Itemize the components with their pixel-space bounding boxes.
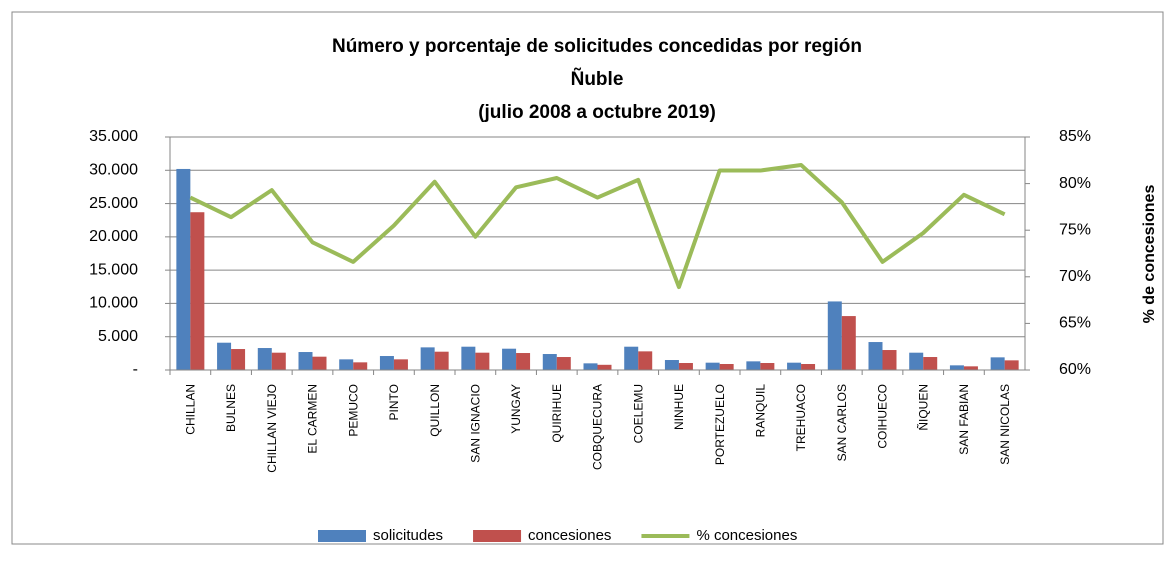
bar xyxy=(502,348,517,370)
x-tick-label: YUNGAY xyxy=(509,384,523,434)
x-tick-label: BULNES xyxy=(224,384,238,432)
bar xyxy=(420,347,435,370)
bar xyxy=(678,363,693,370)
y-tick-label: 25.000 xyxy=(89,195,138,212)
x-tick-label: NINHUE xyxy=(672,384,686,430)
bar xyxy=(801,364,816,370)
x-tick-label: SAN FABIAN xyxy=(957,384,971,455)
bar xyxy=(868,342,883,370)
bar xyxy=(638,351,653,370)
bar xyxy=(909,352,924,370)
bar xyxy=(516,353,531,370)
x-tick-label: SAN CARLOS xyxy=(835,384,849,461)
bar xyxy=(176,168,191,370)
bar xyxy=(217,342,232,370)
chart-title: Número y porcentaje de solicitudes conce… xyxy=(332,36,862,57)
x-tick-label: EL CARMEN xyxy=(306,384,320,454)
y2-tick-label: 85% xyxy=(1059,128,1091,145)
bar xyxy=(353,362,368,370)
x-tick-label: SAN NICOLAS xyxy=(998,384,1012,465)
bar xyxy=(787,362,802,370)
y-tick-label: 5.000 xyxy=(98,328,138,345)
y2-tick-label: 65% xyxy=(1059,315,1091,332)
x-tick-label: CHILLAN VIEJO xyxy=(265,384,279,473)
bar xyxy=(841,316,856,370)
bar xyxy=(257,348,272,370)
bar xyxy=(760,363,775,370)
bar xyxy=(1004,360,1019,370)
bar xyxy=(461,346,476,370)
bar xyxy=(597,364,612,370)
bar xyxy=(624,346,639,370)
chart-subtitle: Ñuble xyxy=(571,68,624,90)
bar xyxy=(312,356,327,370)
legend-label: % concesiones xyxy=(696,527,797,544)
bar xyxy=(949,365,964,370)
y2-tick-label: 75% xyxy=(1059,221,1091,238)
y-tick-label: 15.000 xyxy=(89,261,138,278)
y-tick-label: 10.000 xyxy=(89,295,138,312)
bar xyxy=(746,361,761,370)
bar xyxy=(990,357,1005,370)
x-tick-label: SAN IGNACIO xyxy=(469,384,483,463)
y-tick-label: 35.000 xyxy=(89,128,138,145)
bar xyxy=(393,359,408,370)
x-tick-label: COBQUECURA xyxy=(591,384,605,470)
bar xyxy=(556,357,571,370)
bar xyxy=(963,366,978,370)
x-tick-label: PINTO xyxy=(387,384,401,420)
y-tick-label: 30.000 xyxy=(89,162,138,179)
x-tick-label: CHILLAN xyxy=(184,384,198,435)
legend-swatch xyxy=(318,530,366,542)
bar xyxy=(379,356,394,370)
bar xyxy=(705,362,720,370)
x-tick-label: PEMUCO xyxy=(346,384,360,437)
y2-tick-label: 70% xyxy=(1059,268,1091,285)
bar xyxy=(719,364,734,370)
bar xyxy=(542,354,557,370)
y2-tick-label: 60% xyxy=(1059,361,1091,378)
bar xyxy=(434,351,449,370)
bar xyxy=(298,352,313,370)
x-tick-label: ÑIQUEN xyxy=(916,384,930,431)
y2-tick-label: 80% xyxy=(1059,175,1091,192)
chart-subtitle: (julio 2008 a octubre 2019) xyxy=(478,102,716,123)
line-series xyxy=(189,162,1006,290)
bar xyxy=(827,301,842,370)
bar xyxy=(583,363,598,370)
x-tick-label: QUIRIHUE xyxy=(550,384,564,443)
bar xyxy=(190,212,205,370)
x-tick-label: QUILLON xyxy=(428,384,442,437)
x-tick-label: COELEMU xyxy=(631,384,645,443)
legend-label: solicitudes xyxy=(373,527,443,544)
bar xyxy=(882,350,897,370)
x-tick-label: RANQUIL xyxy=(754,384,768,438)
y-tick-label: 20.000 xyxy=(89,228,138,245)
y-tick-label: - xyxy=(133,361,138,378)
x-tick-label: PORTEZUELO xyxy=(713,384,727,465)
bar xyxy=(923,357,938,370)
bar xyxy=(231,349,246,370)
x-tick-label: COIHUECO xyxy=(876,384,890,449)
bar xyxy=(475,352,490,370)
x-tick-label: TREHUACO xyxy=(794,384,808,451)
legend-swatch xyxy=(473,530,522,542)
bar xyxy=(271,352,286,370)
legend-label: concesiones xyxy=(528,527,611,544)
bar xyxy=(664,360,679,370)
y2-axis-label: % de concesiones xyxy=(1141,185,1158,324)
bar xyxy=(339,359,354,370)
